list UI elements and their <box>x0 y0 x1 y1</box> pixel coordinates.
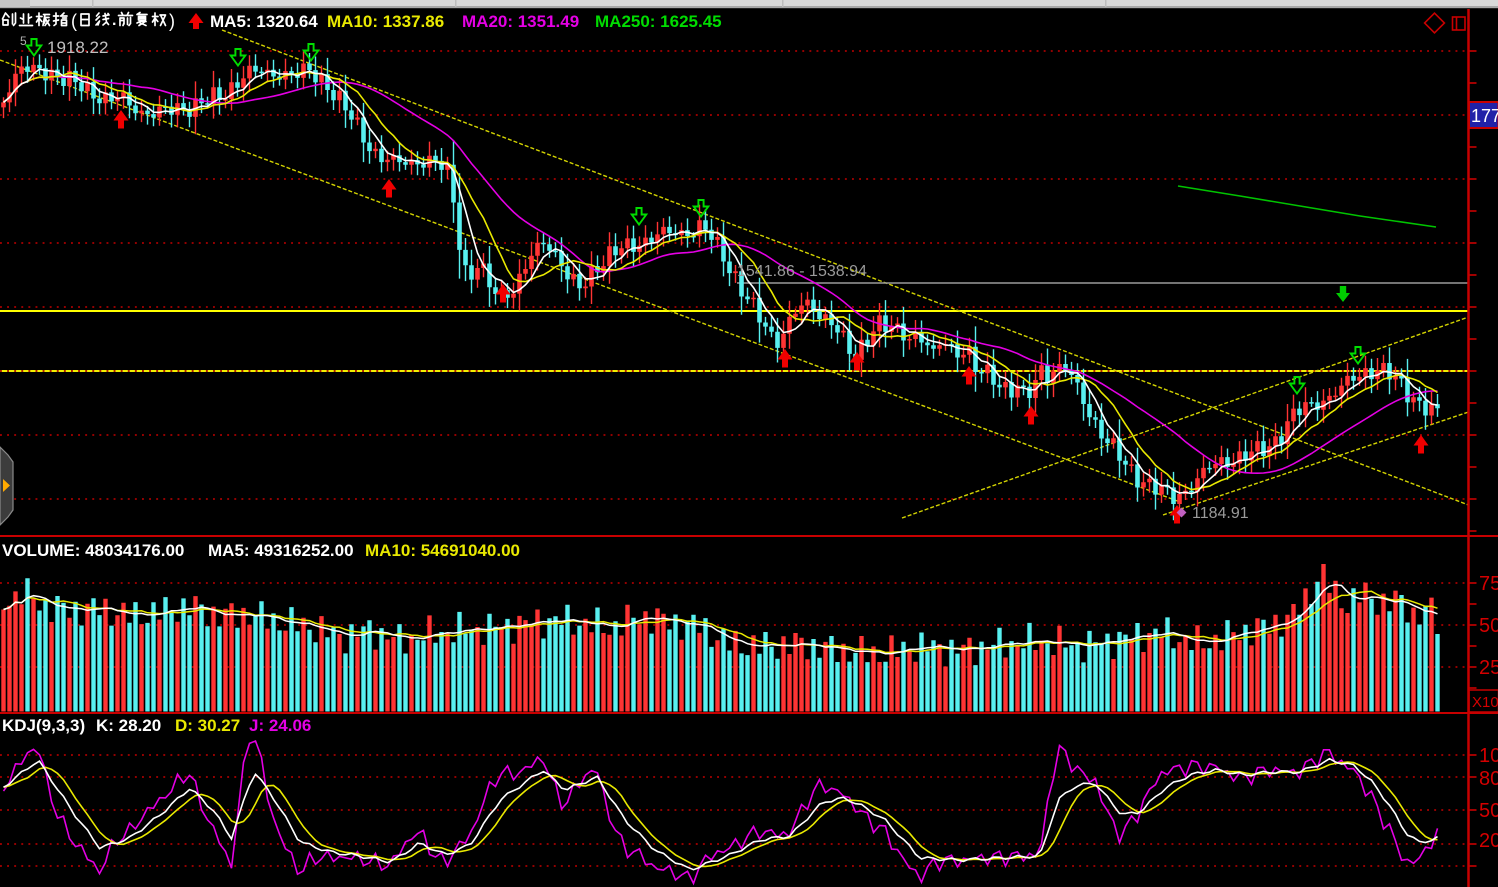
svg-text:J: 24.06: J: 24.06 <box>249 716 311 735</box>
svg-text:D: 30.27: D: 30.27 <box>175 716 240 735</box>
svg-text:80: 80 <box>1479 768 1498 790</box>
svg-text:.: . <box>112 12 116 29</box>
svg-text:X100: X100 <box>1472 694 1498 711</box>
svg-text:MA20: 1351.49: MA20: 1351.49 <box>462 12 579 31</box>
svg-text:1541.86 - 1538.94: 1541.86 - 1538.94 <box>737 263 867 280</box>
svg-text:(: ( <box>71 11 77 31</box>
svg-text:100: 100 <box>1479 745 1498 767</box>
svg-text:MA250: 1625.45: MA250: 1625.45 <box>595 12 722 31</box>
svg-text:): ) <box>169 11 175 31</box>
svg-text:750: 750 <box>1479 573 1498 595</box>
svg-text:MA5: 1320.64: MA5: 1320.64 <box>210 12 318 31</box>
svg-text:MA5: 49316252.00: MA5: 49316252.00 <box>208 541 354 560</box>
svg-text:20: 20 <box>1479 830 1498 852</box>
svg-text:1184.91: 1184.91 <box>1192 505 1249 522</box>
svg-text:50: 50 <box>1479 800 1498 822</box>
svg-text:K: 28.20: K: 28.20 <box>96 716 161 735</box>
svg-text:1771: 1771 <box>1471 106 1498 126</box>
svg-text:MA10: 54691040.00: MA10: 54691040.00 <box>365 541 520 560</box>
svg-text:250: 250 <box>1479 657 1498 679</box>
svg-text:VOLUME: 48034176.00: VOLUME: 48034176.00 <box>2 541 184 560</box>
svg-text:KDJ(9,3,3): KDJ(9,3,3) <box>2 716 85 735</box>
svg-text:1918.22: 1918.22 <box>47 38 108 57</box>
svg-text:5: 5 <box>20 34 27 48</box>
svg-text:500: 500 <box>1479 615 1498 637</box>
svg-text:MA10: 1337.86: MA10: 1337.86 <box>327 12 444 31</box>
